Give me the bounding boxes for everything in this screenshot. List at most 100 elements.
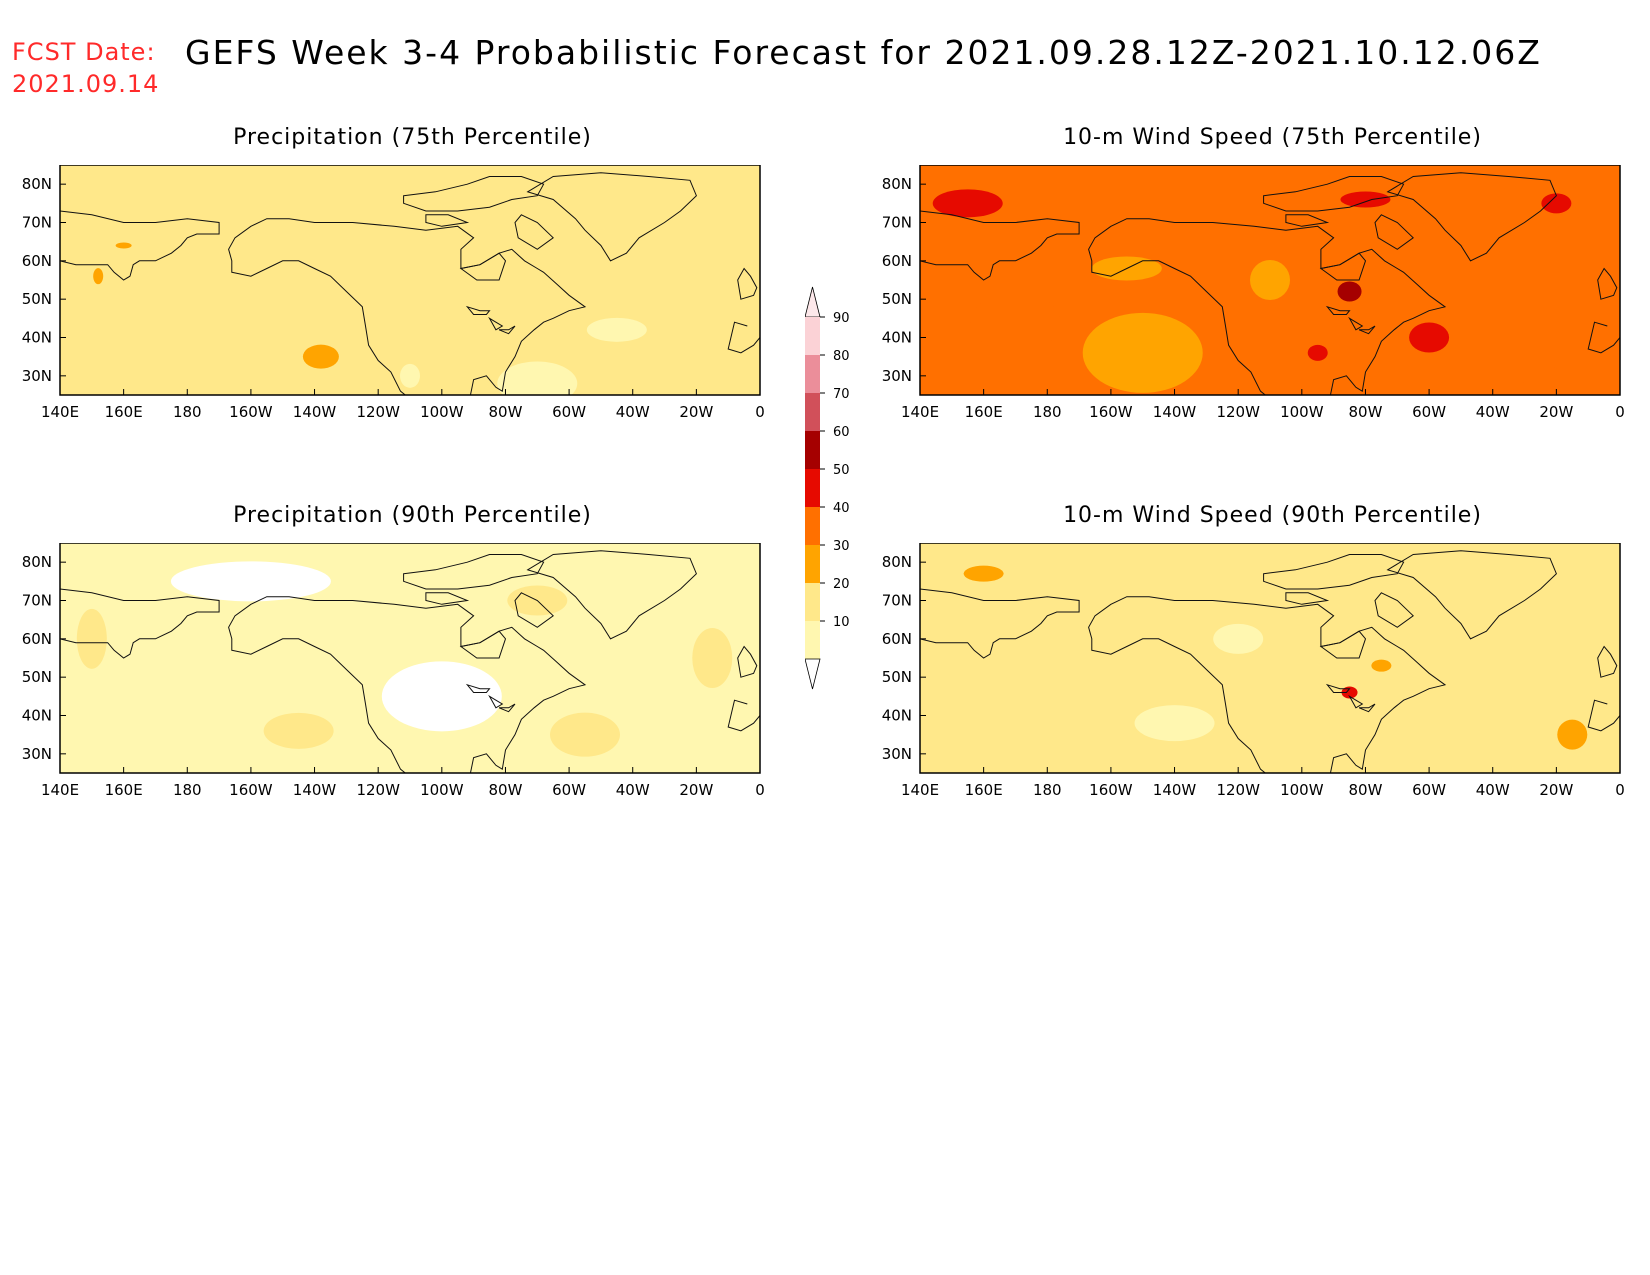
shading-region [381,661,502,732]
lon-label: 140W [1153,781,1197,799]
coastline-uk [1597,645,1618,678]
shading-region [1420,599,1470,640]
coastline-arctic-island [1374,214,1414,250]
colorbar-segment [805,507,820,545]
shading-region [586,317,647,342]
lat-label: 70N [882,214,912,232]
shading-region [1307,344,1328,361]
lat-label: 80N [882,553,912,571]
lon-label: 100W [420,403,464,421]
map-frame [59,165,761,396]
lon-label: 60W [1412,781,1446,799]
coastlines [920,550,1620,773]
lon-label: 40W [616,781,650,799]
lon-label: 80W [1348,781,1382,799]
fcst-date-label: FCST Date: [12,38,156,66]
colorbar-label: 90 [833,311,850,326]
coastline-great-lake [1348,694,1364,709]
coastlines [920,172,1620,395]
colorbar-label: 60 [833,425,850,440]
coastline-europe [727,699,760,732]
coastline-uk [737,645,758,678]
lat-label: 70N [22,592,52,610]
lon-label: 160W [1089,781,1133,799]
coastline-north-america [1088,218,1447,395]
shading-region [1409,322,1450,353]
lat-label: 80N [22,553,52,571]
map-svg: 80N 70N 60N 50N 40N 30N 140E 160E 180 160W 140W 120… [22,165,765,421]
panel-title: Precipitation (75th Percentile) [233,125,592,150]
shading-region [1082,312,1203,393]
lat-label: 30N [22,367,52,385]
lon-label: 160E [105,403,143,421]
panel-title: 10-m Wind Speed (90th Percentile) [1063,503,1482,528]
coastline-greenland [1386,550,1557,640]
coastline-north-america [1088,596,1447,773]
lat-label: 70N [22,214,52,232]
coastline-great-lake [1358,325,1376,335]
figure-title: GEFS Week 3-4 Probabilistic Forecast for… [185,33,1542,72]
coastline-hudson-bay [459,252,507,281]
fcst-date-value: 2021.09.14 [12,70,160,98]
shading-region [932,189,1003,218]
lon-label: 180 [173,403,202,421]
coastline-arctic-island [403,176,545,212]
lon-label: 160E [965,403,1003,421]
coastline-arctic-island [1263,176,1405,212]
coastline-asia [60,210,220,281]
lon-label: 60W [552,781,586,799]
coastline-europe [727,321,760,354]
shading-region [400,363,420,388]
panel-title: Precipitation (90th Percentile) [233,503,592,528]
lat-label: 60N [22,630,52,648]
map-background-field [60,165,760,395]
coastline-arctic-island [403,554,545,590]
shading-region [1337,281,1362,302]
colorbar-label: 50 [833,463,850,478]
lon-label: 140E [901,781,939,799]
colorbar-label: 30 [833,539,850,554]
shading-layer [93,242,647,395]
coastline-asia [60,588,220,659]
lon-label: 40W [1476,403,1510,421]
coastline-uk [1597,267,1618,300]
shading-region [1520,363,1561,388]
coastline-europe [1587,699,1620,732]
coastline-greenland [1386,172,1557,262]
lat-label: 50N [882,290,912,308]
coastline-hudson-bay [1319,630,1367,659]
shading-layer [963,565,1588,750]
lon-label: 160E [105,781,143,799]
lon-label: 20W [679,781,713,799]
map-area: 80N 70N 60N 50N 40N 30N 140E 160E 180 160W 140W 120… [882,543,1625,799]
coastline-uk [737,267,758,300]
colorbar-label: 80 [833,349,850,364]
shading-region [1340,191,1391,208]
shading-region [1341,686,1358,699]
lat-label: 40N [882,707,912,725]
colorbar-segment [805,317,820,355]
coastline-hudson-bay [1319,252,1367,281]
coastline-europe [1587,321,1620,354]
lon-label: 100W [1280,403,1324,421]
panel-precip-90: Precipitation (90th Percentile) 80N 70N 60… [0,503,765,799]
coastline-great-lake [465,683,491,693]
coastline-arctic-island [514,592,554,628]
map-area: 80N 70N 60N 50N 40N 30N 140E 160E 180 160W 140W 120… [882,165,1625,421]
coastline-great-lake [1348,316,1364,331]
map-svg: 80N 70N 60N 50N 40N 30N 140E 160E 180 160W 140W 120… [882,165,1625,421]
lat-label: 30N [22,745,52,763]
lon-label: 160W [229,781,273,799]
shading-region [93,268,104,285]
lon-label: 0 [1615,403,1625,421]
map-area: 80N 70N 60N 50N 40N 30N 140E 160E 180 160W 140W 120… [22,165,765,421]
colorbar-segment [805,621,820,659]
lat-label: 60N [22,252,52,270]
coastlines [60,172,760,395]
lon-label: 180 [1033,781,1062,799]
coastline-arctic-island [425,592,470,605]
coastline-arctic-island [514,214,554,250]
map-area: 80N 70N 60N 50N 40N 30N 140E 160E 180 160W 140W 120… [22,543,765,799]
lon-label: 160W [229,403,273,421]
panel-precip-75: Precipitation (75th Percentile) 80N 70N 60… [0,125,765,421]
